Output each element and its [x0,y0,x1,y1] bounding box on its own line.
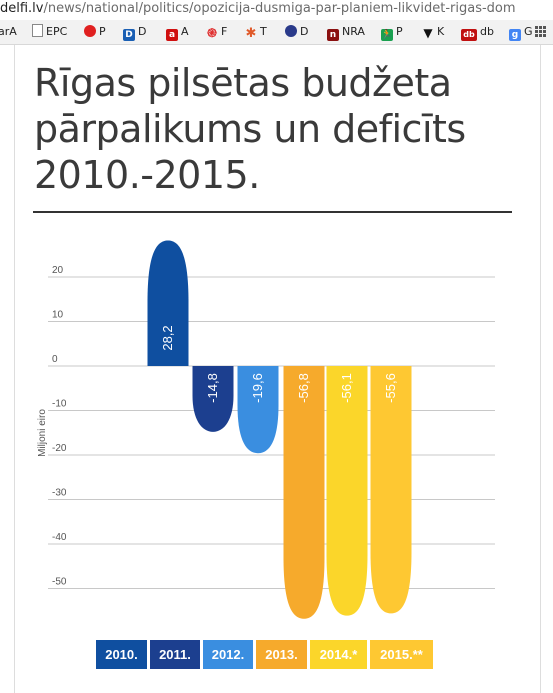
y-tick-label: -40 [52,532,67,543]
bookmark-item[interactable]: 🏃 P [381,24,403,41]
legend-item-2010: 2010. [96,640,147,669]
url-host: delfi.lv [0,1,44,16]
bookmark-label: P [99,25,106,38]
apps-grid-icon[interactable] [535,26,547,38]
bookmark-item[interactable]: EPC [32,24,67,40]
arrow-icon: ▼ [423,26,433,40]
db-logo-icon: db [461,29,477,41]
y-tick-label: -50 [52,577,67,588]
data-label-2014: -56,1 [339,373,354,403]
bookmark-label: D [300,25,309,38]
data-labels: 28,2 -14,8 -19,6 -56,8 -56,1 -55,6 [160,325,398,402]
bookmark-item[interactable]: db db [461,24,494,41]
chart-title: Rīgas pilsētas budžeta pārpalikums un de… [34,61,466,197]
bar-2014 [326,366,368,616]
a-logo-icon: a [166,29,178,41]
bookmark-label: F [221,25,228,38]
bar-2012 [237,366,279,454]
d-logo-icon: D [123,29,135,41]
data-label-2010: 28,2 [160,325,175,350]
bar-2015 [370,366,412,614]
bookmark-item[interactable]: P [84,24,106,40]
y-tick-label: 0 [52,354,58,365]
y-axis-label: Miljoni eiro [37,409,48,457]
legend-item-2015: 2015.** [370,640,433,669]
y-tick-label: 20 [52,265,64,276]
data-label-2015: -55,6 [383,373,398,403]
y-tick-label: 10 [52,310,64,321]
bookmark-item[interactable]: ֎ F [206,24,227,40]
bar-2010 [147,240,189,366]
bookmark-label: db [480,25,494,38]
swirl-icon: ֎ [207,26,217,40]
y-tick-label: -20 [52,443,67,454]
globe-icon [285,25,297,37]
red-dot-icon [84,25,96,37]
bookmark-label: EPC [46,25,68,38]
bookmark-label: D [138,25,147,38]
data-label-2013: -56,8 [296,373,311,403]
bookmark-item[interactable]: arA [0,24,17,40]
data-label-2011: -14,8 [205,373,220,403]
bookmark-label: T [260,25,267,38]
star-icon: ✱ [245,26,257,41]
n-logo-icon: n [327,29,339,41]
bookmark-label: G [524,25,533,38]
y-tick-label: -10 [52,399,67,410]
url-path: /news/national/politics/opozicija-dusmig… [43,1,516,16]
page-icon [32,24,43,37]
runner-icon: 🏃 [381,29,393,41]
bar-2013 [283,366,325,619]
bookmark-label: K [437,25,445,38]
title-divider [33,211,512,213]
bookmark-label: A [181,25,189,38]
address-bar[interactable]: delfi.lv/news/national/politics/opozicij… [0,0,553,20]
bookmark-item[interactable]: ✱ T [245,24,267,40]
bars-layer [147,240,412,619]
data-label-2012: -19,6 [250,373,265,403]
bookmark-item[interactable]: D [285,24,308,40]
bar-2011 [192,366,234,432]
y-axis-ticks: 20 10 0 -10 -20 -30 -40 -50 [52,265,67,588]
bookmark-label: P [396,25,403,38]
google-icon: g [509,29,521,41]
bookmark-label: NRA [342,25,365,38]
legend-item-2013: 2013. [256,640,307,669]
bookmark-item[interactable]: n NRA [327,24,365,41]
bookmark-label: arA [0,25,17,38]
legend-item-2012: 2012. [203,640,253,669]
legend-item-2014: 2014.* [310,640,367,669]
legend-item-2011: 2011. [150,640,200,669]
y-tick-label: -30 [52,488,67,499]
bookmark-item[interactable]: ▼ K [422,24,444,40]
